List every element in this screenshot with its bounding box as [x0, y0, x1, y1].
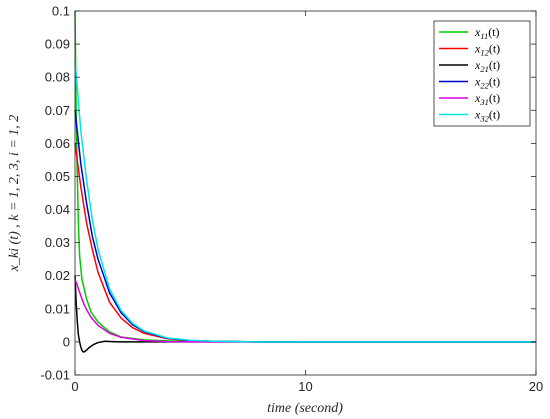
x-tick-label: 0: [71, 379, 78, 394]
series-line-21: [74, 275, 536, 353]
y-tick-label: -0.01: [40, 368, 70, 383]
axes-layer: 0 10 20-0.0100.010.020.030.040.050.060.070…: [40, 4, 543, 395]
legend-label-31: x31(t): [474, 91, 500, 107]
x-tick-label: 20: [529, 379, 543, 394]
y-tick-label: 0.06: [45, 136, 70, 151]
y-tick-label: 0.01: [45, 301, 70, 316]
y-tick-label: 0.02: [45, 268, 70, 283]
series-line-31: [74, 278, 536, 343]
y-tick-label: 0.07: [45, 103, 70, 118]
legend-box: [433, 20, 531, 127]
legend-label-12: x12(t): [474, 42, 500, 58]
y-axis-label: x_ki (t) , k = 1, 2, 3, i = 1, 2: [7, 115, 22, 273]
y-tick-label: 0.09: [45, 37, 70, 52]
legend-label-11: x11(t): [474, 25, 500, 41]
y-tick-label: 0.04: [45, 202, 70, 217]
legend-label-32: x32(t): [474, 108, 500, 124]
y-tick-label: 0.1: [52, 4, 70, 19]
x-tick-label: 10: [298, 379, 312, 394]
legend: x11(t)x12(t)x21(t)x22(t)x31(t)x32(t): [433, 20, 531, 127]
x-axis-label: time (second): [267, 401, 343, 416]
y-tick-label: 0.03: [45, 235, 70, 250]
series-line-32: [74, 60, 536, 343]
legend-label-21: x21(t): [474, 58, 500, 74]
y-tick-label: 0.08: [45, 70, 70, 85]
y-tick-label: 0: [63, 334, 70, 349]
legend-label-22: x22(t): [474, 75, 500, 91]
y-tick-label: 0.05: [45, 169, 70, 184]
